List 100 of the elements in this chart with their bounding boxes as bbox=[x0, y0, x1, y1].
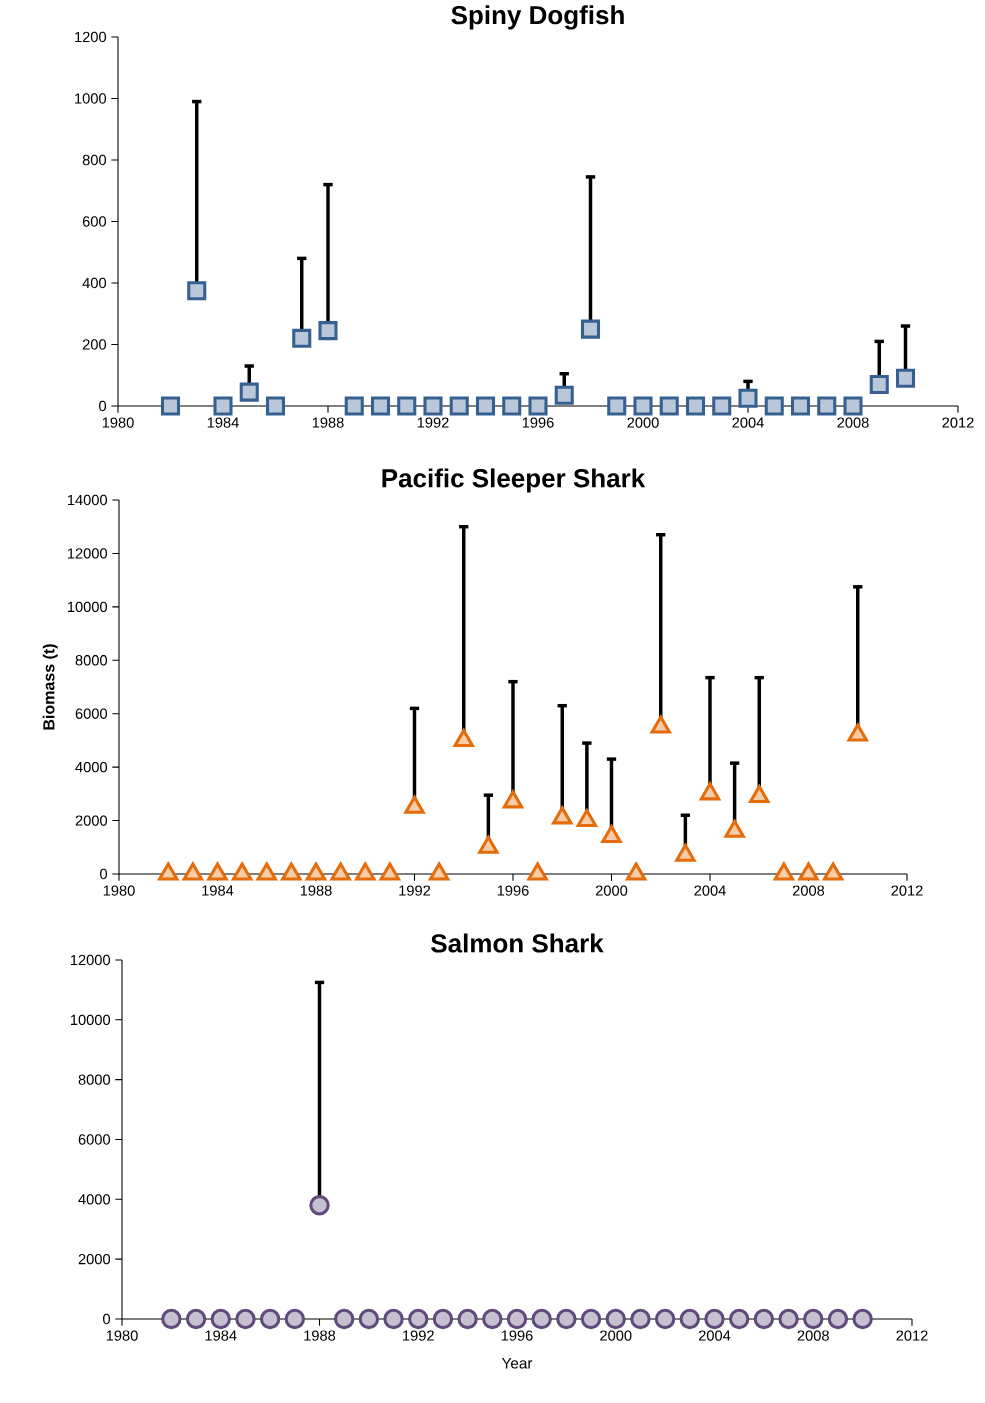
point bbox=[699, 782, 721, 801]
point bbox=[822, 862, 844, 881]
point bbox=[344, 396, 364, 416]
point bbox=[798, 862, 819, 881]
point bbox=[231, 862, 253, 881]
y-tick-label: 4000 bbox=[75, 761, 108, 773]
y-tick-label: 200 bbox=[82, 339, 107, 350]
x-tick-label: 1984 bbox=[205, 1330, 237, 1341]
y-tick-label: 6000 bbox=[78, 1134, 111, 1145]
point bbox=[580, 319, 601, 339]
x-tick-label: 2004 bbox=[694, 885, 726, 896]
point bbox=[330, 862, 351, 881]
y-tick-label: 400 bbox=[82, 277, 107, 289]
chart-title: Salmon Shark bbox=[431, 933, 604, 953]
y-axis-title: Biomass (t) bbox=[42, 644, 58, 730]
point bbox=[773, 862, 795, 881]
point bbox=[256, 862, 277, 881]
x-tick-label: 2008 bbox=[837, 417, 869, 428]
point bbox=[528, 396, 548, 416]
x-tick-label: 2008 bbox=[792, 885, 825, 896]
point bbox=[817, 396, 837, 416]
point bbox=[428, 862, 450, 881]
x-tick-label: 2000 bbox=[595, 885, 628, 896]
point bbox=[265, 396, 286, 416]
point bbox=[601, 825, 622, 844]
point bbox=[764, 396, 784, 416]
x-tick-label: 2012 bbox=[896, 1330, 928, 1341]
point bbox=[239, 382, 259, 402]
point bbox=[724, 819, 745, 838]
point bbox=[633, 396, 653, 416]
x-tick-label: 2012 bbox=[942, 417, 974, 428]
y-tick-label: 800 bbox=[82, 154, 107, 166]
point bbox=[187, 281, 207, 301]
x-tick-label: 2000 bbox=[600, 1330, 632, 1341]
x-tick-label: 1984 bbox=[207, 417, 239, 428]
x-tick-label: 1980 bbox=[103, 885, 135, 896]
point bbox=[502, 790, 524, 809]
x-tick-label: 1992 bbox=[417, 417, 449, 428]
point bbox=[554, 385, 574, 405]
y-tick-label: 4000 bbox=[78, 1194, 111, 1205]
y-tick-label: 8000 bbox=[78, 1074, 111, 1085]
x-tick-label: 1996 bbox=[522, 417, 554, 428]
y-tick-label: 10000 bbox=[70, 1014, 111, 1026]
point bbox=[527, 862, 548, 881]
x-tick-label: 1992 bbox=[403, 1330, 434, 1341]
x-tick-label: 1992 bbox=[399, 885, 431, 896]
point bbox=[379, 862, 401, 881]
point bbox=[843, 396, 863, 416]
point bbox=[790, 396, 811, 416]
x-tick-label: 1980 bbox=[102, 417, 134, 428]
point bbox=[397, 396, 417, 416]
point bbox=[213, 396, 233, 416]
x-tick-label: 1996 bbox=[497, 885, 529, 896]
y-tick-label: 1200 bbox=[75, 31, 107, 43]
point bbox=[712, 396, 732, 416]
y-tick-label: 0 bbox=[100, 868, 108, 880]
y-tick-label: 6000 bbox=[75, 708, 108, 719]
y-tick-label: 600 bbox=[82, 216, 107, 227]
point bbox=[895, 368, 916, 388]
point bbox=[281, 862, 302, 881]
point bbox=[158, 862, 179, 881]
x-tick-label: 1984 bbox=[202, 885, 234, 896]
point bbox=[869, 374, 889, 395]
point bbox=[207, 862, 228, 881]
x-tick-label: 1980 bbox=[106, 1330, 138, 1341]
point bbox=[607, 396, 627, 416]
y-tick-label: 2000 bbox=[78, 1253, 111, 1265]
x-tick-label: 1988 bbox=[300, 885, 332, 896]
point bbox=[749, 784, 770, 804]
point bbox=[552, 806, 573, 825]
point bbox=[318, 321, 338, 341]
y-tick-label: 12000 bbox=[70, 954, 111, 966]
y-tick-label: 14000 bbox=[67, 494, 108, 506]
x-tick-label: 2008 bbox=[797, 1330, 829, 1341]
point bbox=[478, 835, 499, 854]
point bbox=[475, 396, 496, 416]
point bbox=[160, 396, 181, 416]
point bbox=[453, 728, 474, 747]
point bbox=[650, 715, 671, 734]
point bbox=[847, 723, 868, 742]
point bbox=[370, 396, 391, 416]
y-tick-label: 2000 bbox=[75, 815, 108, 826]
point bbox=[355, 862, 376, 881]
point bbox=[305, 862, 327, 881]
x-tick-label: 1996 bbox=[501, 1330, 533, 1341]
point bbox=[449, 396, 469, 416]
x-tick-label: 2000 bbox=[627, 417, 659, 428]
x-axis-title: Year bbox=[501, 1357, 533, 1369]
y-tick-label: 8000 bbox=[75, 655, 108, 666]
point bbox=[404, 795, 425, 814]
chart-title: Spiny Dogfish bbox=[451, 5, 624, 30]
y-tick-label: 12000 bbox=[67, 548, 108, 559]
x-tick-label: 2012 bbox=[891, 885, 923, 896]
point bbox=[576, 809, 598, 828]
y-tick-label: 0 bbox=[99, 400, 107, 412]
point bbox=[685, 396, 706, 416]
y-tick-label: 0 bbox=[103, 1313, 111, 1325]
x-tick-label: 2004 bbox=[732, 417, 764, 428]
point bbox=[625, 862, 647, 881]
point bbox=[182, 862, 204, 881]
